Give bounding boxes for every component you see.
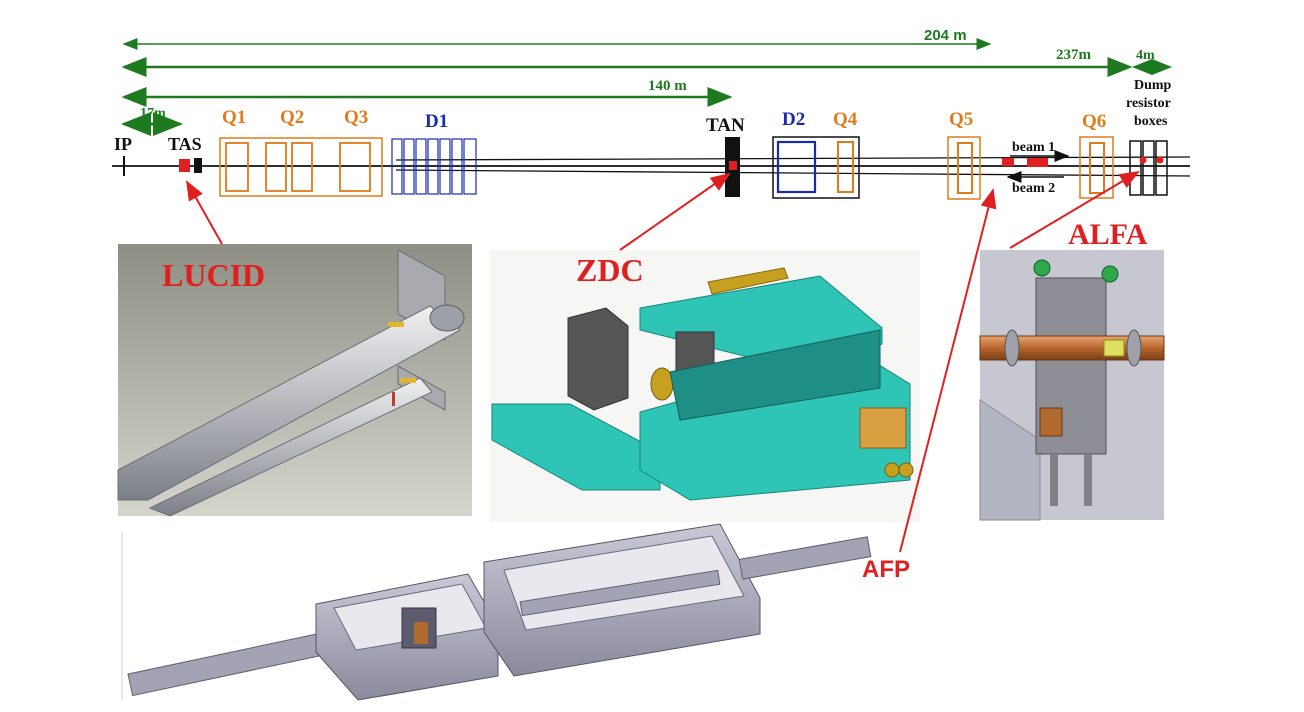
q2a-magnet bbox=[265, 142, 287, 192]
lucid-beampipe bbox=[117, 305, 461, 501]
alfa-label: ALFA bbox=[1068, 218, 1148, 251]
q2-label: Q2 bbox=[280, 107, 304, 128]
alfa-pointer bbox=[1009, 170, 1140, 249]
lucid-panel bbox=[117, 244, 472, 517]
alfa-copper-plate bbox=[1039, 407, 1063, 437]
label-237m: 237m bbox=[1056, 47, 1092, 63]
alfa-station-2 bbox=[1156, 156, 1164, 164]
d1-label: D1 bbox=[425, 111, 448, 132]
afp-beampipe-right bbox=[738, 536, 872, 580]
beam-line-lower bbox=[395, 169, 1191, 177]
lucid-label: LUCID bbox=[162, 257, 265, 293]
zdc-inner-module bbox=[669, 329, 881, 421]
alfa-leg-2 bbox=[1084, 454, 1092, 506]
afp-box-2-pipe bbox=[519, 569, 721, 617]
alfa-leg-1 bbox=[1050, 454, 1058, 506]
afp-label: AFP bbox=[862, 556, 910, 583]
ip-label: IP bbox=[114, 134, 132, 154]
q5-frame bbox=[947, 136, 981, 200]
alfa-station-1 bbox=[1139, 156, 1147, 164]
d2-q4-frame bbox=[772, 136, 860, 199]
zdc-panel bbox=[490, 250, 920, 522]
lucid-tube-3 bbox=[392, 392, 395, 406]
zdc-connector-2 bbox=[898, 462, 914, 478]
zdc-base-block bbox=[491, 403, 661, 491]
label-17m: 17m bbox=[140, 106, 166, 121]
q6-magnet bbox=[1089, 142, 1105, 194]
alfa-tunnel-wall bbox=[979, 399, 1041, 521]
zdc-pointer bbox=[619, 172, 731, 251]
zdc-label: ZDC bbox=[576, 252, 644, 288]
zdc-rail-gold bbox=[707, 267, 789, 295]
afp-station-2 bbox=[1027, 158, 1048, 167]
beam-line-upper bbox=[395, 156, 1191, 161]
lucid-lower-pipe bbox=[148, 377, 433, 517]
label-204m: 204 m bbox=[924, 27, 967, 44]
d2-magnet bbox=[776, 140, 817, 194]
triplet-frame bbox=[219, 137, 383, 197]
dump-label-line1: Dump bbox=[1134, 78, 1172, 93]
q6-label: Q6 bbox=[1082, 111, 1106, 132]
label-4m: 4m bbox=[1136, 48, 1155, 63]
afp-beampipe-left bbox=[127, 629, 339, 697]
q4-magnet bbox=[837, 141, 854, 193]
distance-arrows: 204 m 237m 4m 140 m 17m bbox=[121, 27, 1172, 136]
dump-label-line2: resistor bbox=[1126, 96, 1171, 111]
q3-magnet bbox=[339, 142, 371, 192]
afp-panel bbox=[121, 523, 872, 701]
dump-label-line3: boxes bbox=[1134, 114, 1168, 129]
alfa-flange-left bbox=[1004, 329, 1020, 367]
tas-red-block bbox=[179, 159, 190, 172]
q1-label: Q1 bbox=[222, 107, 246, 128]
tas-label: TAS bbox=[168, 134, 202, 154]
tan-zdc-spot bbox=[729, 161, 737, 170]
alfa-panel bbox=[979, 250, 1165, 521]
q4-label: Q4 bbox=[833, 109, 858, 130]
q5-magnet bbox=[957, 142, 973, 194]
alfa-green-knob-2 bbox=[1101, 265, 1119, 283]
alfa-flange-right bbox=[1126, 329, 1142, 367]
q2b-magnet bbox=[291, 142, 313, 192]
q3-label: Q3 bbox=[344, 107, 368, 128]
dump-resistor-boxes bbox=[1129, 140, 1168, 196]
q6-frame bbox=[1079, 136, 1114, 199]
tan-label: TAN bbox=[706, 115, 745, 136]
afp-pointer bbox=[899, 188, 997, 553]
q1-magnet bbox=[225, 142, 249, 192]
beam1-label: beam 1 bbox=[1012, 140, 1055, 155]
afp-box-1-copper bbox=[414, 622, 428, 644]
zdc-connector-1 bbox=[884, 462, 900, 478]
label-140m: 140 m bbox=[648, 78, 687, 94]
d2-label: D2 bbox=[782, 109, 805, 130]
zdc-gold-block bbox=[859, 407, 907, 449]
lucid-pointer bbox=[186, 180, 223, 245]
afp-station-1 bbox=[1002, 158, 1014, 166]
lucid-tube-2 bbox=[400, 378, 416, 383]
beam2-label: beam 2 bbox=[1012, 181, 1055, 196]
lucid-tube-1 bbox=[388, 322, 404, 327]
d1-magnets bbox=[391, 138, 477, 195]
lucid-pipe-end bbox=[429, 304, 465, 332]
tas-black-block bbox=[194, 158, 202, 173]
alfa-green-knob-1 bbox=[1033, 259, 1051, 277]
zdc-shield-block bbox=[567, 307, 629, 411]
alfa-yellow-part bbox=[1103, 339, 1125, 357]
q5-label: Q5 bbox=[949, 109, 973, 130]
